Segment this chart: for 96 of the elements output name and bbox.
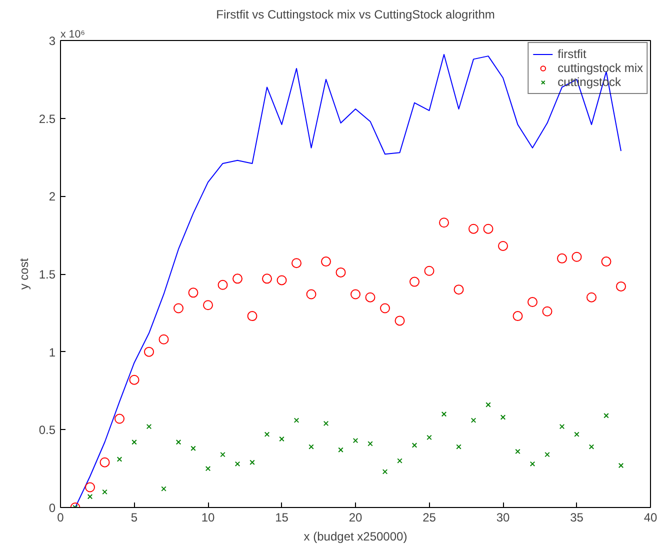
point bbox=[515, 448, 520, 454]
x-tick-label: 30 bbox=[496, 510, 510, 524]
point bbox=[129, 374, 140, 385]
point bbox=[306, 289, 316, 300]
point bbox=[483, 224, 494, 234]
point bbox=[382, 469, 388, 474]
point bbox=[336, 267, 346, 278]
point bbox=[144, 346, 154, 357]
point bbox=[247, 311, 258, 322]
legend-label: cuttingstock mix bbox=[558, 61, 643, 75]
y-axis-title: y cost bbox=[16, 258, 31, 290]
y-tick-label: 3 bbox=[48, 34, 56, 48]
point bbox=[203, 300, 213, 310]
point bbox=[586, 292, 596, 302]
x-tick-label: 15 bbox=[275, 510, 289, 524]
y-tick-label: 0 bbox=[48, 501, 56, 515]
point bbox=[500, 414, 506, 420]
point bbox=[574, 432, 580, 437]
point bbox=[205, 466, 211, 472]
point bbox=[601, 256, 612, 267]
x-tick-label: 10 bbox=[201, 510, 215, 524]
point bbox=[294, 418, 300, 423]
point bbox=[394, 316, 405, 326]
point bbox=[308, 444, 314, 450]
point bbox=[102, 489, 108, 495]
text: x 10⁶ bbox=[60, 28, 86, 40]
point bbox=[557, 253, 567, 264]
point bbox=[572, 252, 582, 262]
point bbox=[338, 447, 344, 453]
point bbox=[176, 440, 182, 445]
point bbox=[468, 224, 478, 234]
point bbox=[397, 458, 402, 464]
point bbox=[544, 452, 550, 458]
x-axis-title: x (budget x250000) bbox=[304, 530, 408, 544]
point bbox=[380, 303, 390, 314]
chart-title: Firstfit vs Cuttingstock mix vs CuttingStock alogrithm bbox=[216, 8, 495, 22]
point bbox=[218, 280, 228, 290]
point bbox=[132, 440, 137, 445]
point bbox=[412, 442, 418, 448]
point bbox=[262, 274, 272, 284]
point bbox=[85, 482, 95, 492]
point bbox=[114, 414, 124, 424]
point bbox=[323, 420, 329, 426]
point bbox=[174, 303, 184, 314]
point bbox=[618, 462, 624, 468]
y-tick-label: 2.5 bbox=[38, 112, 56, 126]
point bbox=[559, 424, 565, 430]
point bbox=[234, 461, 240, 467]
point bbox=[220, 452, 226, 458]
point bbox=[190, 446, 196, 451]
x-tick-label: 25 bbox=[422, 510, 436, 524]
point bbox=[232, 274, 242, 284]
point bbox=[250, 460, 255, 465]
x-tick-label: 0 bbox=[57, 510, 64, 524]
point bbox=[456, 444, 462, 450]
x-tick-label: 20 bbox=[348, 510, 362, 524]
point bbox=[604, 413, 609, 418]
point bbox=[441, 411, 447, 417]
y-tick-label: 2 bbox=[48, 190, 56, 204]
legend-label: firstfit bbox=[558, 47, 586, 61]
x-tick-label: 35 bbox=[570, 510, 584, 524]
point bbox=[352, 438, 358, 444]
point bbox=[530, 461, 536, 467]
point bbox=[542, 306, 552, 316]
point bbox=[410, 276, 420, 287]
point bbox=[588, 444, 594, 450]
point bbox=[350, 289, 360, 300]
x-tick-label: 5 bbox=[130, 510, 138, 524]
point bbox=[486, 402, 491, 408]
point bbox=[116, 456, 122, 462]
point bbox=[188, 288, 198, 298]
point bbox=[454, 284, 464, 295]
point bbox=[146, 424, 152, 430]
point bbox=[365, 292, 376, 302]
point bbox=[158, 334, 169, 344]
point bbox=[276, 275, 287, 286]
y-tick-label: 1.5 bbox=[38, 268, 56, 282]
point bbox=[439, 218, 449, 228]
point bbox=[264, 432, 270, 437]
point bbox=[424, 266, 434, 276]
point bbox=[279, 436, 284, 442]
point bbox=[470, 418, 476, 423]
point bbox=[512, 311, 523, 322]
point bbox=[87, 494, 93, 500]
point bbox=[616, 281, 626, 292]
point bbox=[321, 256, 331, 267]
point bbox=[528, 297, 538, 308]
y-tick-label: 1 bbox=[48, 345, 56, 360]
point bbox=[100, 457, 110, 468]
point bbox=[292, 258, 302, 268]
point bbox=[368, 441, 373, 446]
point bbox=[498, 240, 508, 251]
x-tick-label: 40 bbox=[644, 510, 658, 524]
point bbox=[426, 434, 432, 440]
y-tick-label: 0.5 bbox=[38, 423, 56, 438]
point bbox=[161, 486, 166, 492]
